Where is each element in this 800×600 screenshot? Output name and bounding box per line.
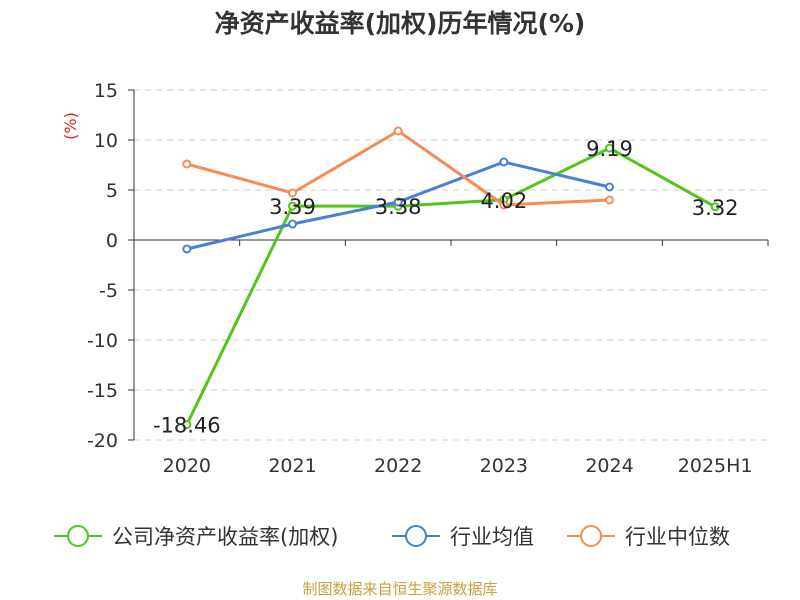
- data-point: [393, 197, 403, 207]
- data-label: 3.38: [375, 195, 422, 219]
- axes: 15 10 5 0 -5 -10 -15 -20 2020 2021 2022 2023 2024 202…: [61, 80, 769, 477]
- data-point: [710, 202, 720, 212]
- legend-item: 公司净资产收益率(加权): [54, 525, 338, 549]
- x-tick-label: 2024: [585, 455, 633, 477]
- data-point: [182, 244, 192, 254]
- legend-item: 行业均值: [392, 525, 534, 549]
- y-tick-label: -15: [87, 380, 118, 402]
- y-axis-unit-label: (%): [61, 112, 80, 140]
- series-line: [185, 146, 716, 426]
- y-tick-label: -5: [99, 280, 118, 302]
- data-point: [288, 219, 297, 229]
- chart-title: 净资产收益率(加权)历年情况(%): [214, 9, 586, 38]
- legend-label: 行业中位数: [625, 525, 730, 549]
- legend-item: 行业中位数: [567, 525, 730, 549]
- data-label: 3.39: [269, 195, 316, 219]
- x-tick-label: 2025H1: [678, 455, 753, 477]
- data-point: [393, 126, 403, 136]
- x-tick-label: 2020: [163, 455, 211, 477]
- y-tick-label: 15: [94, 80, 118, 102]
- x-tick-label: 2021: [268, 455, 316, 477]
- legend: 公司净资产收益率(加权) 行业均值 行业中位数: [54, 525, 730, 549]
- legend-marker: [405, 525, 427, 547]
- data-point: [605, 143, 614, 153]
- data-point: [605, 195, 614, 205]
- y-tick-label: -20: [87, 430, 118, 452]
- data-label: 4.02: [480, 189, 527, 213]
- y-tick-label: 5: [106, 180, 118, 202]
- legend-label: 公司净资产收益率(加权): [112, 525, 338, 549]
- y-tick-label: -10: [87, 330, 118, 352]
- data-source-note: 制图数据来自恒生聚源数据库: [302, 580, 498, 598]
- x-tick-label: 2022: [374, 455, 422, 477]
- data-labels: -18.46 3.39 3.38 4.02 9.19 3.32: [153, 137, 739, 438]
- series-line: [186, 129, 610, 207]
- legend-marker: [67, 525, 89, 547]
- data-point: [182, 159, 192, 169]
- y-tick-label: 0: [106, 230, 118, 252]
- legend-label: 行业均值: [450, 525, 534, 549]
- data-point: [288, 188, 297, 198]
- data-label: 9.19: [586, 137, 633, 161]
- data-point: [605, 182, 614, 192]
- data-point: [182, 420, 192, 430]
- grid-lines: [134, 89, 768, 441]
- x-tick-label: 2023: [480, 455, 528, 477]
- y-tick-label: 10: [94, 130, 118, 152]
- legend-marker: [580, 525, 602, 547]
- series-lines: [182, 126, 720, 430]
- data-point: [499, 200, 509, 210]
- data-point: [288, 201, 297, 211]
- data-point: [499, 157, 509, 167]
- data-label: 3.32: [692, 196, 739, 220]
- data-label: -18.46: [153, 414, 221, 438]
